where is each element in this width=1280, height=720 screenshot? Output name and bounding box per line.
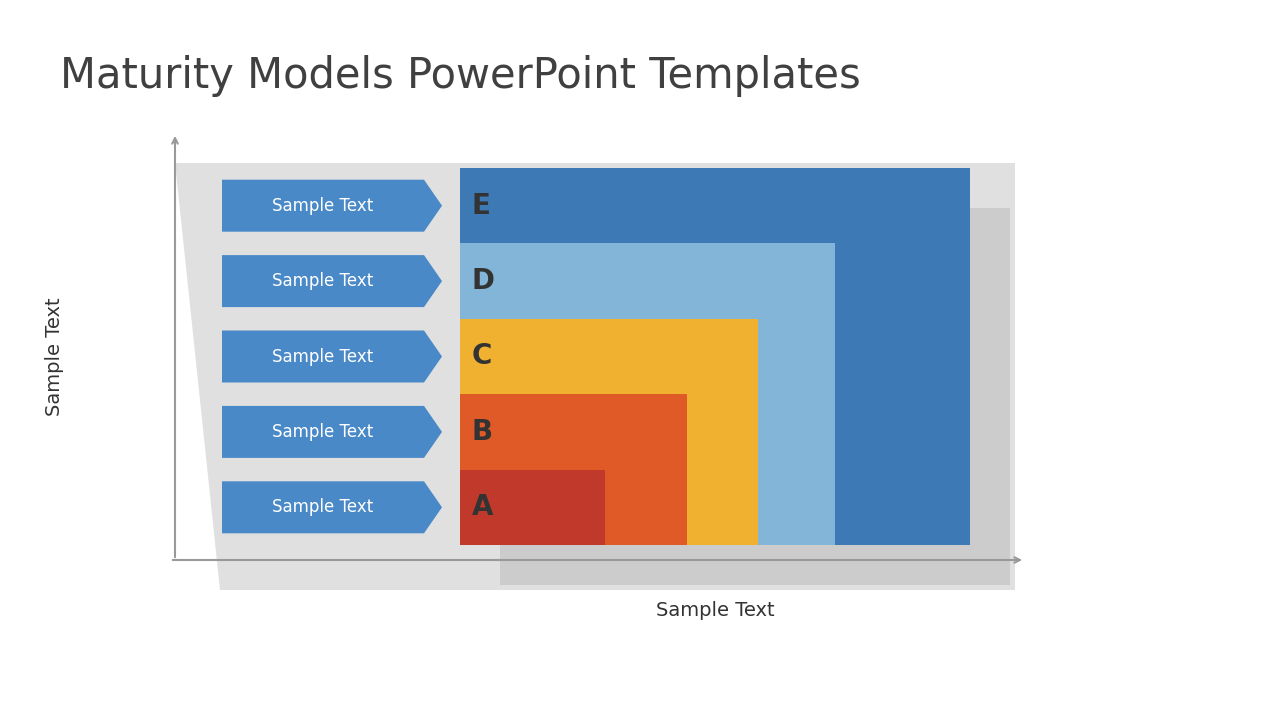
Text: B: B xyxy=(472,418,493,446)
Polygon shape xyxy=(221,406,442,458)
Bar xyxy=(460,168,970,545)
Polygon shape xyxy=(221,481,442,534)
Text: C: C xyxy=(472,343,493,371)
Polygon shape xyxy=(175,163,1015,590)
Text: D: D xyxy=(472,267,495,295)
Text: Sample Text: Sample Text xyxy=(46,297,64,416)
Polygon shape xyxy=(221,255,442,307)
Text: Sample Text: Sample Text xyxy=(273,272,374,290)
Polygon shape xyxy=(500,208,1010,585)
Bar xyxy=(460,469,605,545)
Bar xyxy=(460,319,758,545)
Text: E: E xyxy=(472,192,490,220)
Text: Maturity Models PowerPoint Templates: Maturity Models PowerPoint Templates xyxy=(60,55,860,97)
Text: Sample Text: Sample Text xyxy=(273,348,374,366)
Text: A: A xyxy=(472,493,494,521)
Text: Sample Text: Sample Text xyxy=(273,197,374,215)
Bar xyxy=(460,395,687,545)
Text: Sample Text: Sample Text xyxy=(273,423,374,441)
Text: Sample Text: Sample Text xyxy=(273,498,374,516)
Polygon shape xyxy=(221,330,442,382)
Polygon shape xyxy=(221,180,442,232)
Bar xyxy=(460,243,835,545)
Text: Sample Text: Sample Text xyxy=(655,600,774,619)
